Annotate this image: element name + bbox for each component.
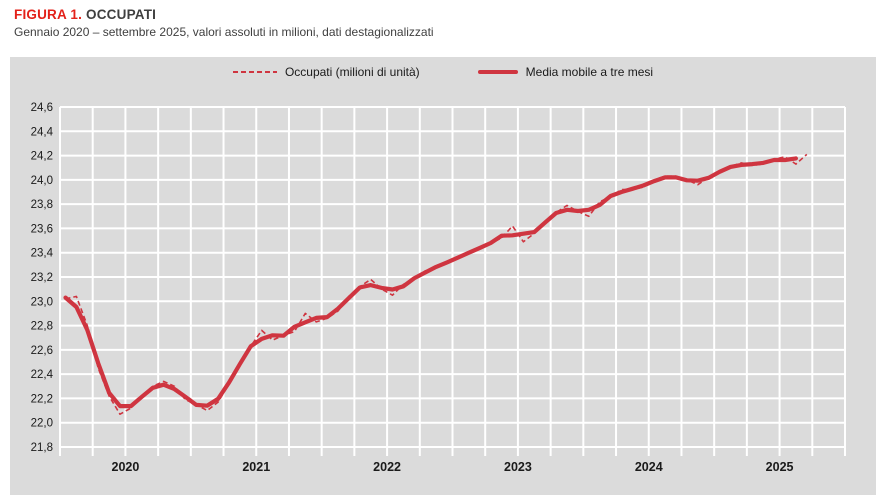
y-tick-label: 24,2 — [31, 151, 53, 163]
occupati-dashed-line — [65, 153, 808, 416]
y-tick-label: 22,8 — [31, 321, 53, 333]
solid-line-icon — [477, 70, 518, 74]
legend-item-occupati: Occupati (milioni di unità) — [232, 65, 420, 79]
y-tick-label: 21,8 — [31, 442, 53, 454]
y-tick-label: 24,0 — [31, 175, 53, 187]
y-tick-label: 24,4 — [31, 126, 54, 138]
figure-label: FIGURA 1. — [14, 7, 83, 22]
chart-legend: Occupati (milioni di unità) Media mobile… — [10, 65, 876, 79]
y-tick-label: 22,0 — [31, 418, 53, 430]
x-tick-label: 2020 — [112, 460, 140, 474]
y-tick-label: 22,4 — [31, 369, 54, 381]
y-tick-label: 23,2 — [31, 272, 53, 284]
figure-header: FIGURA 1. OCCUPATI Gennaio 2020 – settem… — [14, 7, 434, 39]
x-tick-label: 2023 — [504, 460, 532, 474]
y-tick-label: 23,8 — [31, 199, 53, 211]
legend-label-media-mobile: Media mobile a tre mesi — [525, 65, 654, 79]
x-tick-label: 2021 — [242, 460, 270, 474]
x-tick-label: 2024 — [635, 460, 663, 474]
legend-label-occupati: Occupati (milioni di unità) — [284, 65, 420, 79]
y-tick-label: 23,6 — [31, 223, 53, 235]
chart-figure: Occupati (milioni di unità) Media mobile… — [10, 57, 876, 495]
dashed-line-icon — [232, 71, 277, 73]
employment-line-chart: 24,6 24,4 24,2 24,0 23,8 23,6 23,4 23,2 23,0 22,8… — [31, 102, 846, 474]
y-tick-label: 22,6 — [31, 345, 53, 357]
y-tick-label: 23,4 — [31, 248, 54, 260]
y-tick-label: 24,6 — [31, 102, 53, 114]
page-title: FIGURA 1. OCCUPATI — [14, 7, 434, 22]
legend-item-media-mobile: Media mobile a tre mesi — [477, 65, 654, 79]
figure-subtitle: Gennaio 2020 – settembre 2025, valori as… — [14, 25, 434, 39]
x-tick-label: 2022 — [373, 460, 401, 474]
y-tick-label: 23,0 — [31, 296, 53, 308]
x-tick-label: 2025 — [766, 460, 794, 474]
y-tick-label: 22,2 — [31, 393, 53, 405]
media-mobile-line — [63, 156, 799, 409]
figure-title: OCCUPATI — [86, 7, 157, 22]
